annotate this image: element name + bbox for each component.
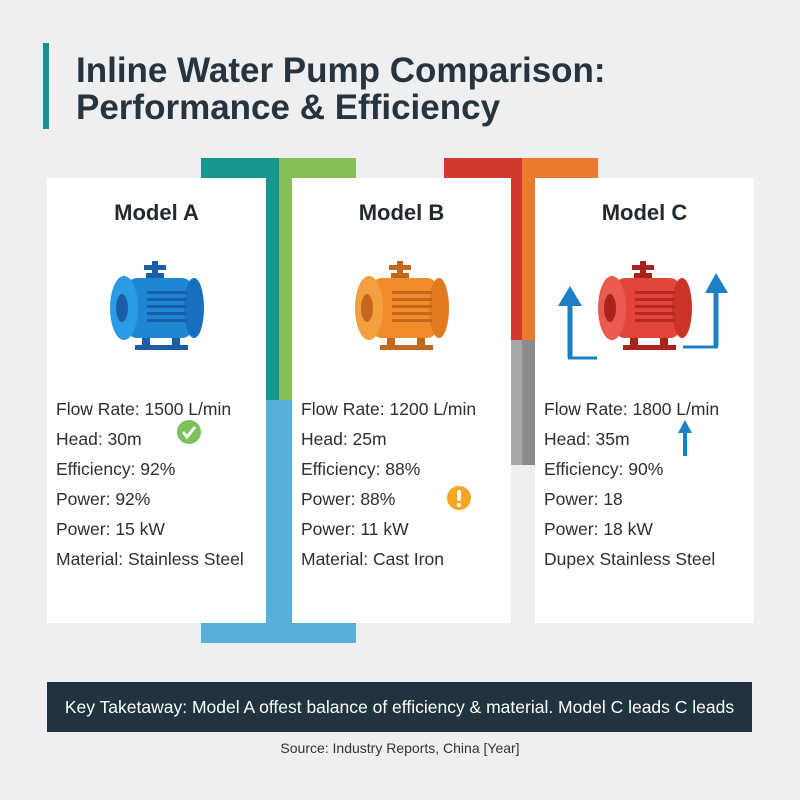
spec-power: Power: 15 kW: [56, 519, 165, 539]
connector-green-top: [279, 158, 356, 178]
flow-arrows-icon: [558, 273, 728, 360]
connector-gray-vertical: [509, 340, 535, 465]
spec-power-percent: Power: 88%: [301, 489, 396, 509]
spec-head: Head: 30m: [56, 429, 142, 449]
spec-efficiency: Efficiency: 90%: [544, 459, 664, 479]
spec-flow-rate: Flow Rate: 1500 L/min: [56, 399, 232, 419]
title-accent-bar: [43, 43, 49, 129]
spec-power: Power: 18 kW: [544, 519, 653, 539]
model-name: Model B: [358, 200, 445, 225]
spec-head: Head: 35m: [544, 429, 630, 449]
model-name: Model C: [601, 200, 688, 225]
page-title: Inline Water Pump Comparison: Performanc…: [76, 52, 606, 126]
connector-red-top: [444, 158, 522, 178]
spec-power-value: Power: 18: [544, 489, 623, 509]
connector-blue-vertical: [266, 400, 292, 643]
connector-orange-top: [522, 158, 598, 178]
model-card-b: Model B Flow Rate: 1200 L/min Head: 25m …: [292, 178, 511, 623]
spec-material: Material: Cast Iron: [301, 549, 444, 569]
pump-icon: [109, 261, 204, 350]
spec-power: Power: 11 kW: [301, 519, 409, 539]
spec-material: Dupex Stainless Steel: [544, 549, 716, 569]
spec-head: Head: 25m: [301, 429, 387, 449]
pump-icon: [597, 261, 692, 350]
spec-list: Flow Rate: 1500 L/min Head: 30m Efficien…: [56, 394, 244, 574]
spec-flow-rate: Flow Rate: 1200 L/min: [301, 399, 477, 419]
connector-green-vertical: [279, 158, 292, 400]
connector-teal-top: [201, 158, 279, 178]
spec-flow-rate: Flow Rate: 1800 L/min: [544, 399, 720, 419]
key-takeaway-banner: Key Taketaway: Model A offest balance of…: [47, 682, 752, 732]
arrow-up-icon: [678, 420, 692, 456]
title-line-1: Inline Water Pump Comparison:: [76, 51, 606, 90]
title-line-2: Performance & Efficiency: [76, 88, 501, 127]
spec-list: Flow Rate: 1800 L/min Head: 35m Efficien…: [544, 394, 719, 574]
source-note: Source: Industry Reports, China [Year]: [280, 740, 520, 756]
spec-material: Material: Stainless Steel: [56, 549, 244, 569]
spec-list: Flow Rate: 1200 L/min Head: 25m Efficien…: [301, 394, 476, 574]
model-card-c: Model C Flow Rate: 1800 L/min Head: 35m …: [535, 178, 754, 623]
pump-icon: [354, 261, 449, 350]
model-card-a: Model A Flow Rate: 1500 L/min Head: 30m …: [47, 178, 266, 623]
model-name: Model A: [114, 200, 199, 225]
spec-power-percent: Power: 92%: [56, 489, 151, 509]
connector-teal-vertical: [266, 158, 279, 400]
spec-efficiency: Efficiency: 92%: [56, 459, 176, 479]
spec-efficiency: Efficiency: 88%: [301, 459, 421, 479]
connector-blue-bottom: [201, 623, 356, 643]
warning-circle-icon: [447, 486, 471, 510]
check-circle-icon: [177, 420, 201, 444]
